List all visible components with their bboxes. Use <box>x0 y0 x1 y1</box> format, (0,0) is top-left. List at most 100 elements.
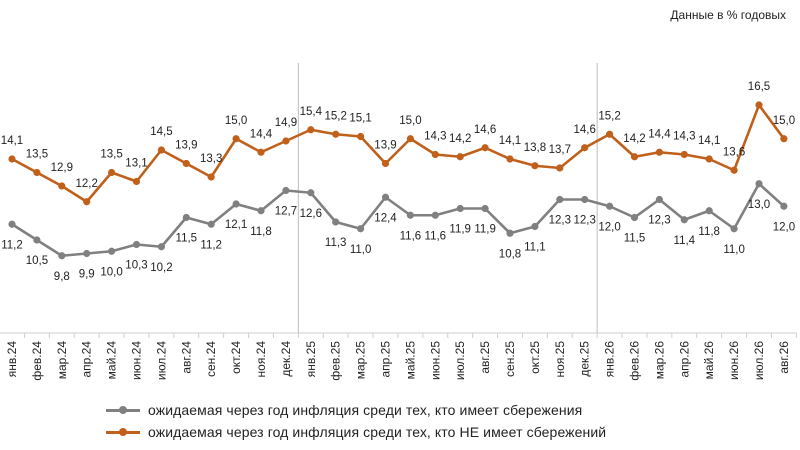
series-line-non-savers <box>11 103 785 204</box>
data-label-savers: 11,0 <box>350 244 372 256</box>
data-point-savers <box>556 195 564 204</box>
data-label-non-savers: 15,0 <box>225 115 247 127</box>
data-label-non-savers: 16,5 <box>748 81 770 93</box>
data-label-savers: 11,6 <box>425 230 447 242</box>
data-label-non-savers: 13,5 <box>100 149 122 161</box>
data-point-non-savers <box>33 168 41 177</box>
legend-label-non-savers: ожидаемая через год инфляция среди тех, … <box>148 424 607 440</box>
x-tick-label: авг.24 <box>179 341 193 374</box>
data-point-savers <box>157 243 165 251</box>
data-label-savers: 13,0 <box>748 199 770 211</box>
x-tick-label: май.26 <box>702 341 716 380</box>
data-point-non-savers <box>630 153 639 161</box>
data-point-savers <box>506 229 514 237</box>
data-label-savers: 11,9 <box>474 224 496 236</box>
data-label-savers: 10,5 <box>26 255 48 267</box>
x-tick-label: ноя.25 <box>553 341 567 378</box>
data-point-savers <box>132 240 141 249</box>
data-point-non-savers <box>381 159 390 168</box>
data-point-non-savers <box>531 162 539 170</box>
data-point-savers <box>83 249 91 258</box>
data-point-savers <box>8 220 16 228</box>
legend: ожидаемая через год инфляция среди тех, … <box>106 399 606 443</box>
data-point-savers <box>182 213 190 222</box>
x-tick-label: фев.25 <box>329 341 343 381</box>
data-point-non-savers <box>83 198 91 206</box>
data-point-non-savers <box>506 155 514 163</box>
data-point-non-savers <box>606 130 614 138</box>
data-point-savers <box>531 222 539 231</box>
data-label-savers: 11,0 <box>723 244 745 256</box>
data-point-savers <box>755 180 763 188</box>
x-tick-label: июл.25 <box>453 341 467 380</box>
data-label-savers: 10,0 <box>100 266 122 278</box>
data-point-savers <box>307 189 315 197</box>
data-label-non-savers: 15,4 <box>300 106 323 118</box>
data-label-non-savers: 13,9 <box>175 140 197 152</box>
data-point-savers <box>630 213 639 222</box>
data-label-non-savers: 13,1 <box>125 158 147 170</box>
data-point-savers <box>33 236 41 244</box>
legend-item-savers: ожидаемая через год инфляция среди тех, … <box>106 399 606 421</box>
data-point-non-savers <box>257 148 265 156</box>
data-label-non-savers: 14,6 <box>474 124 496 136</box>
data-point-savers <box>232 200 240 208</box>
data-point-non-savers <box>232 135 240 143</box>
data-point-savers <box>606 202 614 210</box>
data-point-savers <box>58 252 66 260</box>
data-label-savers: 11,5 <box>176 233 198 245</box>
data-label-non-savers: 14,6 <box>574 124 596 136</box>
x-tick-label: апр.26 <box>677 341 691 378</box>
data-label-non-savers: 14,2 <box>623 133 645 145</box>
data-label-savers: 12,3 <box>549 215 571 227</box>
data-label-savers: 12,3 <box>574 215 596 227</box>
data-point-non-savers <box>132 177 141 186</box>
data-label-non-savers: 13,9 <box>374 140 396 152</box>
legend-item-non-savers: ожидаемая через год инфляция среди тех, … <box>106 421 606 443</box>
data-label-non-savers: 13,8 <box>524 142 546 154</box>
x-tick-label: май.25 <box>403 341 417 380</box>
legend-marker-savers <box>119 406 127 414</box>
data-label-savers: 11,5 <box>624 233 646 245</box>
data-point-non-savers <box>556 164 564 172</box>
data-point-savers <box>108 247 116 255</box>
series-line-savers <box>11 182 785 258</box>
data-label-non-savers: 14,5 <box>150 126 172 138</box>
data-label-savers: 12,1 <box>225 219 247 231</box>
data-label-savers: 12,0 <box>598 221 620 233</box>
data-label-savers: 11,8 <box>698 226 720 238</box>
data-point-savers <box>680 216 688 224</box>
data-point-non-savers <box>705 155 713 163</box>
data-point-savers <box>406 211 414 219</box>
data-point-non-savers <box>780 135 788 143</box>
data-label-non-savers: 14,2 <box>449 133 471 145</box>
data-label-non-savers: 13,7 <box>549 144 571 156</box>
data-label-savers: 10,2 <box>150 262 172 274</box>
data-point-non-savers <box>406 135 414 143</box>
data-point-non-savers <box>730 166 738 174</box>
data-label-non-savers: 14,4 <box>648 128 671 140</box>
x-tick-label: фев.24 <box>30 341 44 381</box>
data-point-non-savers <box>581 144 589 152</box>
legend-label-savers: ожидаемая через год инфляция среди тех, … <box>148 402 583 418</box>
data-point-non-savers <box>108 168 116 177</box>
data-point-non-savers <box>332 130 340 138</box>
data-label-savers: 12,3 <box>648 215 670 227</box>
data-label-non-savers: 14,3 <box>673 131 695 143</box>
data-label-non-savers: 13,5 <box>26 149 48 161</box>
data-point-savers <box>655 195 664 204</box>
data-point-non-savers <box>680 150 688 159</box>
data-point-savers <box>581 195 589 204</box>
x-tick-label: июн.24 <box>130 341 144 380</box>
data-label-savers: 11,2 <box>200 239 222 251</box>
data-point-non-savers <box>8 155 16 163</box>
data-label-savers: 11,2 <box>1 239 23 251</box>
data-point-non-savers <box>182 159 190 168</box>
data-label-savers: 9,8 <box>54 271 70 283</box>
data-label-savers: 12,0 <box>773 221 795 233</box>
x-tick-label: мар.26 <box>652 341 666 380</box>
data-label-non-savers: 12,9 <box>51 162 73 174</box>
data-point-savers <box>730 225 738 233</box>
x-tick-label: авг.26 <box>777 341 791 374</box>
